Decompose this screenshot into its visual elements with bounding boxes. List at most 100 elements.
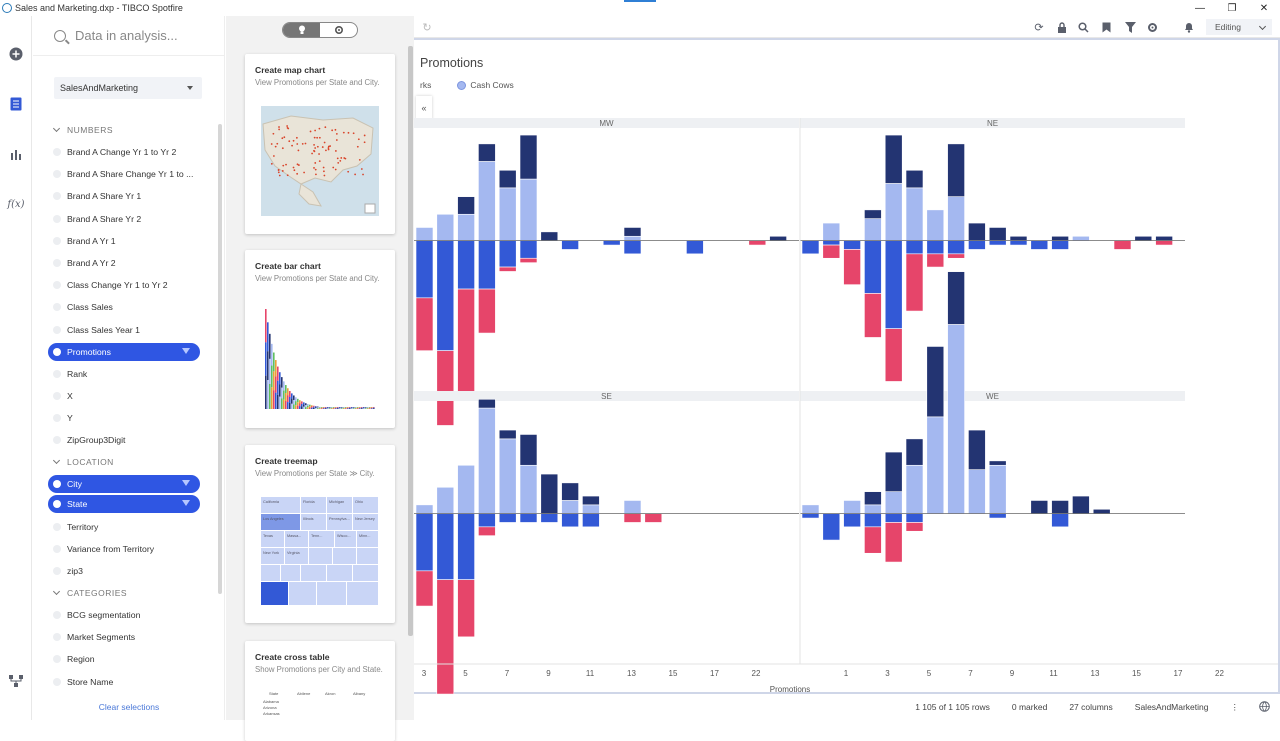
close-button[interactable]: ✕ [1259, 2, 1269, 14]
lock-icon[interactable] [1055, 20, 1069, 34]
column-item-store-name[interactable]: Store Name [33, 671, 225, 693]
bar-segment [369, 407, 371, 408]
recommendation-toggle[interactable] [282, 22, 358, 38]
bookmark-icon[interactable] [1099, 20, 1113, 34]
column-item-city[interactable]: City [48, 475, 200, 494]
column-item-variance-from-territory[interactable]: Variance from Territory [33, 538, 225, 560]
settings-icon[interactable] [1145, 20, 1159, 34]
bar-segment [457, 240, 475, 290]
refresh-icon[interactable]: ↻ [422, 21, 432, 34]
clear-selections-link[interactable]: Clear selections [98, 702, 160, 712]
data-panel-scrollbar[interactable] [218, 124, 222, 594]
search-icon[interactable] [1076, 20, 1090, 34]
column-item-brand-a-share-change-yr-1-to[interactable]: Brand A Share Change Yr 1 to ... [33, 163, 225, 185]
sync-icon[interactable]: ⟳ [1034, 21, 1044, 34]
column-item-bcg-segmentation[interactable]: BCG segmentation [33, 604, 225, 626]
column-item-promotions[interactable]: Promotions [48, 342, 200, 361]
bar-segment [323, 407, 325, 408]
map-chart-card[interactable]: Create map chart View Promotions per Sta… [245, 54, 395, 234]
map-point [314, 147, 317, 149]
notification-bell-icon[interactable] [1182, 20, 1196, 34]
bar-segment [345, 407, 347, 409]
globe-icon[interactable] [1259, 700, 1270, 714]
column-item-class-sales[interactable]: Class Sales [33, 296, 225, 318]
bar-segment [905, 240, 924, 255]
mode-selector[interactable]: Editing [1206, 19, 1272, 35]
cross-table-card[interactable]: Create cross table Show Promotions per C… [245, 641, 395, 741]
map-point [318, 136, 321, 139]
bar-segment [905, 169, 924, 189]
bar-segment [926, 416, 945, 514]
bar-segment [269, 358, 271, 384]
treemap-label: Los Angeles [263, 517, 284, 521]
filter-icon[interactable] [182, 480, 190, 487]
bar-segment [349, 407, 351, 409]
cross-table-row-label: Arkansas [263, 711, 280, 716]
column-item-class-change-yr-1-to-yr-2[interactable]: Class Change Yr 1 to Yr 2 [33, 274, 225, 296]
bar-segment [313, 407, 315, 409]
card-title: Create cross table [255, 652, 330, 662]
bar-segment [843, 500, 861, 514]
restore-button[interactable]: ❐ [1227, 2, 1237, 14]
bar-segment [291, 398, 293, 404]
data-table-name[interactable]: SalesAndMarketing [1134, 702, 1209, 712]
gear-icon[interactable] [320, 23, 357, 37]
column-item-brand-a-change-yr-1-to-yr-2[interactable]: Brand A Change Yr 1 to Yr 2 [33, 141, 225, 163]
chevron-down-icon [1258, 22, 1267, 31]
bar-segment [339, 407, 341, 408]
data-icon[interactable] [6, 94, 26, 114]
more-options-icon[interactable]: ⋮ [1230, 701, 1240, 712]
column-item-y[interactable]: Y [33, 407, 225, 429]
column-item-zip3[interactable]: zip3 [33, 560, 225, 582]
column-item-label: Brand A Share Yr 1 [67, 191, 142, 202]
column-item-brand-a-share-yr-2[interactable]: Brand A Share Yr 2 [33, 208, 225, 230]
treemap-card[interactable]: Create treemap View Promotions per State… [245, 445, 395, 623]
column-item-state[interactable]: State [48, 495, 200, 514]
recommendations-scrollbar[interactable] [408, 46, 413, 636]
visualization-icon[interactable] [6, 144, 26, 164]
minimize-button[interactable]: — [1195, 2, 1205, 14]
flow-icon[interactable] [6, 671, 26, 691]
column-item-class-sales-year-1[interactable]: Class Sales Year 1 [33, 319, 225, 341]
section-categories[interactable]: CATEGORIES [33, 582, 225, 604]
bar-chart-card[interactable]: Create bar chart View Promotions per Sta… [245, 250, 395, 428]
bar-segment [457, 579, 475, 638]
data-search[interactable]: Data in analysis... [33, 16, 225, 56]
bar-segment [281, 377, 283, 388]
map-point [286, 125, 289, 127]
collapse-panel-button[interactable]: « [416, 96, 432, 120]
lightbulb-icon[interactable] [283, 23, 320, 37]
visualization-title: Promotions [420, 56, 484, 70]
bar-segment [339, 408, 341, 409]
function-icon[interactable]: f(x) [7, 198, 25, 210]
filter-icon[interactable] [1123, 20, 1137, 34]
search-input[interactable]: Data in analysis... [75, 28, 178, 43]
column-item-rank[interactable]: Rank [33, 363, 225, 385]
section-location[interactable]: LOCATION [33, 451, 225, 473]
bar-segment [299, 403, 301, 407]
column-item-territory[interactable]: Territory [33, 515, 225, 537]
column-item-zipgroup3digit[interactable]: ZipGroup3Digit [33, 429, 225, 451]
bar-segment [884, 134, 903, 184]
add-icon[interactable] [6, 44, 26, 64]
column-item-brand-a-yr-1[interactable]: Brand A Yr 1 [33, 230, 225, 252]
column-item-brand-a-share-yr-1[interactable]: Brand A Share Yr 1 [33, 185, 225, 207]
column-item-label: ZipGroup3Digit [67, 435, 126, 446]
bar-segment [357, 408, 359, 409]
column-item-market-segments[interactable]: Market Segments [33, 626, 225, 648]
filter-icon[interactable] [182, 347, 190, 354]
column-item-brand-a-yr-2[interactable]: Brand A Yr 2 [33, 252, 225, 274]
section-numbers[interactable]: NUMBERS [33, 119, 225, 141]
bar-segment [843, 249, 861, 285]
table-selector[interactable]: SalesAndMarketing [54, 77, 202, 99]
map-point [323, 174, 326, 177]
bar-segment [519, 240, 538, 259]
column-item-region[interactable]: Region [33, 648, 225, 670]
trellis-header-label: NE [987, 119, 998, 128]
bar-segment [265, 375, 267, 409]
filter-icon[interactable] [182, 500, 190, 507]
column-item-x[interactable]: X [33, 385, 225, 407]
legend-swatch[interactable] [457, 80, 467, 90]
bar-segment [297, 405, 299, 409]
